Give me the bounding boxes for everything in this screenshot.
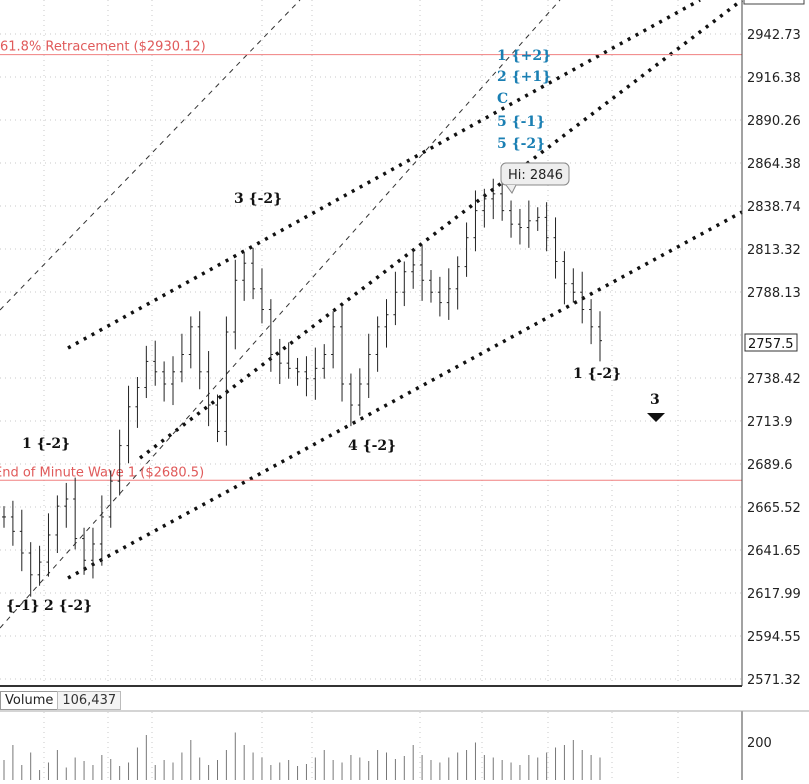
wave-label: 4 {-2} bbox=[348, 438, 396, 454]
volume-value: 106,437 bbox=[57, 690, 122, 710]
wave-label: 1 {-2} bbox=[22, 436, 70, 452]
price-tick: 2617.99 bbox=[747, 587, 801, 602]
high-callout-box bbox=[500, 162, 570, 186]
price-tick: 2942.73 bbox=[747, 28, 801, 43]
last-price-badge bbox=[744, 333, 798, 352]
price-tick: 2788.13 bbox=[747, 286, 801, 301]
price-tick: 2594.55 bbox=[747, 630, 801, 645]
projection-label: C bbox=[497, 91, 508, 107]
volume-study-tab[interactable]: Volume 106,437 bbox=[0, 690, 122, 710]
trend-lines bbox=[0, 0, 744, 629]
high-callout: Hi: 2846 bbox=[508, 168, 563, 183]
price-tick: 2813.32 bbox=[747, 243, 801, 258]
high-callout-pointer bbox=[505, 184, 517, 194]
price-tick: 2916.38 bbox=[747, 71, 801, 86]
price-tick: 2713.9 bbox=[747, 415, 793, 430]
dashed-trend-line bbox=[0, 0, 301, 311]
wave-labels: {-1} 1 {-2} 2 {-2} 3 {-2} 4 {-2} 1 {-2} 3 1 {+2… bbox=[6, 48, 665, 614]
chart-grid bbox=[0, 0, 742, 780]
level-label: 61.8% Retracement ($2930.12) bbox=[0, 40, 206, 55]
wave-label: 2 {-2} bbox=[44, 598, 92, 614]
axis-top-box bbox=[743, 0, 805, 5]
volume-panel: 200 bbox=[0, 685, 809, 780]
wave-label: 3 bbox=[650, 392, 660, 408]
price-tick: 2641.65 bbox=[747, 544, 801, 559]
channel-parallel-line bbox=[138, 0, 744, 460]
projection-label: 1 {+2} bbox=[497, 48, 551, 64]
price-bars bbox=[2, 173, 602, 597]
channel-lower-line bbox=[67, 210, 743, 580]
down-arrow-icon bbox=[647, 413, 665, 422]
dashed-trend-line bbox=[0, 0, 561, 629]
projection-label: 5 {-2} bbox=[497, 136, 545, 152]
price-tick: 2890.26 bbox=[747, 114, 801, 129]
volume-label: Volume bbox=[0, 690, 58, 710]
price-tick: 2738.42 bbox=[747, 372, 801, 387]
wave-label: {-1} bbox=[6, 598, 40, 614]
volume-divider-bg bbox=[0, 686, 809, 711]
price-tick: 2665.52 bbox=[747, 501, 801, 516]
projection-label: 2 {+1} bbox=[497, 69, 551, 85]
price-tick: 2689.6 bbox=[747, 458, 793, 473]
price-tick: 2571.32 bbox=[747, 673, 801, 688]
wave-label: 1 {-2} bbox=[573, 366, 621, 382]
horizontal-levels: 61.8% Retracement ($2930.12) End of Minut… bbox=[0, 40, 742, 481]
level-label: End of Minute Wave 1 ($2680.5) bbox=[0, 465, 204, 480]
projection-label: 5 {-1} bbox=[497, 114, 545, 130]
wave-label: 3 {-2} bbox=[234, 191, 282, 207]
price-tick: 2838.74 bbox=[747, 200, 801, 215]
price-tick: 2864.38 bbox=[747, 157, 801, 172]
channel-upper-line bbox=[67, 0, 701, 350]
volume-tick: 200 bbox=[747, 736, 772, 751]
last-price: 2757.5 bbox=[748, 337, 794, 352]
price-axis[interactable]: 2942.73 2916.38 2890.26 2864.38 2838.74 2813.… bbox=[741, 0, 805, 780]
